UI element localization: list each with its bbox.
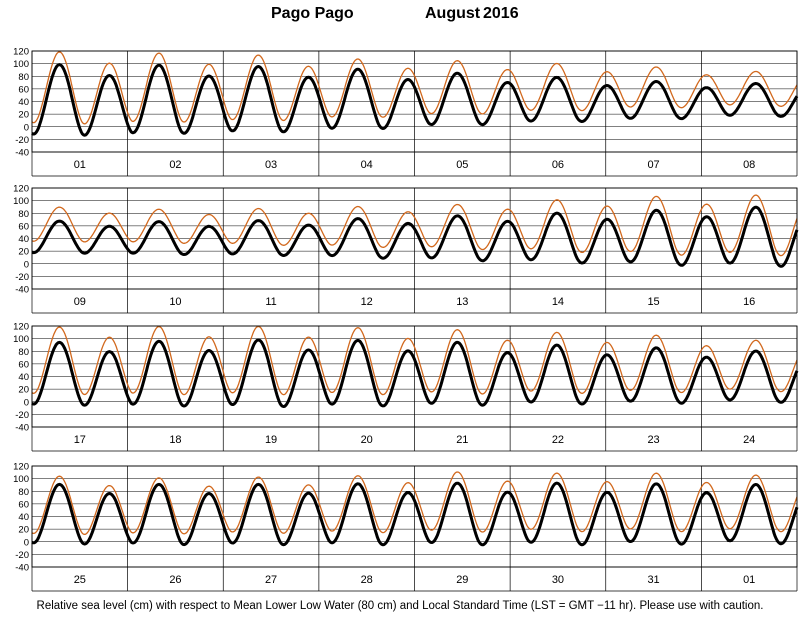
y-tick-label: 20 [18,525,29,536]
panel-frame [31,465,798,568]
predicted-series-line [31,338,799,408]
day-label: 08 [743,159,755,171]
day-label: 18 [169,434,181,446]
day-label: 26 [169,574,181,586]
day-label: 04 [361,159,373,171]
y-tick-label: 120 [13,322,29,333]
y-tick-label: 60 [18,221,29,232]
y-tick-label: 100 [13,334,29,345]
predicted-series-line [31,63,799,137]
y-tick-label: 80 [18,72,29,83]
day-label: 12 [361,296,373,308]
day-label: 25 [74,574,86,586]
day-label: 20 [361,434,373,446]
y-tick-label: -40 [15,423,29,434]
y-tick-label: 40 [18,512,29,523]
day-label: 19 [265,434,277,446]
y-tick-label: -20 [15,272,29,283]
day-label: 09 [74,296,86,308]
y-tick-label: -20 [15,135,29,146]
day-label: 23 [647,434,659,446]
y-tick-label: -20 [15,550,29,561]
observed-series-line [31,51,798,125]
y-tick-label: 0 [24,397,29,408]
day-label: 11 [265,296,276,308]
day-label: 27 [265,574,277,586]
y-tick-label: 80 [18,487,29,498]
day-label: 14 [552,296,564,308]
day-label: 24 [743,434,755,446]
y-tick-label: 60 [18,84,29,95]
y-tick-label: -40 [15,563,29,574]
y-tick-label: 60 [18,499,29,510]
y-tick-label: 80 [18,209,29,220]
y-tick-label: 40 [18,372,29,383]
day-label: 30 [552,574,564,586]
day-label: 13 [456,296,468,308]
y-tick-label: 120 [13,47,29,58]
day-label: 31 [647,574,659,586]
day-label: 28 [361,574,373,586]
y-tick-label: 20 [18,110,29,121]
y-tick-label: 100 [13,474,29,485]
y-tick-label: 40 [18,234,29,245]
station-name: Pago Pago [271,5,354,22]
predicted-series-line [31,205,799,268]
day-label: 02 [169,159,181,171]
panel-frame [31,325,798,428]
day-label: 17 [74,434,86,446]
y-tick-label: 40 [18,97,29,108]
y-tick-label: 0 [24,122,29,133]
day-label: 10 [169,296,181,308]
y-tick-label: 100 [13,59,29,70]
day-label: 15 [647,296,659,308]
y-tick-label: 20 [18,385,29,396]
day-label: 01 [743,574,755,586]
y-tick-label: -40 [15,285,29,296]
predicted-series-line [31,481,799,547]
day-label: 21 [456,434,468,446]
y-tick-label: 120 [13,462,29,473]
chart-title: Pago Pago August 2016 [0,5,800,25]
day-label: 22 [552,434,564,446]
y-tick-label: 100 [13,196,29,207]
y-tick-label: 80 [18,347,29,358]
y-tick-label: 20 [18,247,29,258]
day-label: 05 [456,159,468,171]
day-label: 06 [552,159,564,171]
footnote: Relative sea level (cm) with respect to … [36,600,764,612]
y-tick-label: -40 [15,148,29,159]
y-tick-label: -20 [15,410,29,421]
y-tick-label: 0 [24,259,29,270]
day-label: 16 [743,296,755,308]
day-label: 07 [647,159,659,171]
month-name: August [425,5,481,22]
y-tick-label: 120 [13,184,29,195]
panel-frame [31,50,798,153]
observed-series-line [31,194,798,257]
y-tick-label: 0 [24,537,29,548]
day-label: 29 [456,574,468,586]
y-tick-label: 60 [18,359,29,370]
observed-series-line [31,471,798,536]
observed-series-line [31,325,798,396]
panel-frame [31,187,798,290]
day-label: 01 [74,159,86,171]
day-label: 03 [265,159,277,171]
year-label: 2016 [483,5,519,22]
